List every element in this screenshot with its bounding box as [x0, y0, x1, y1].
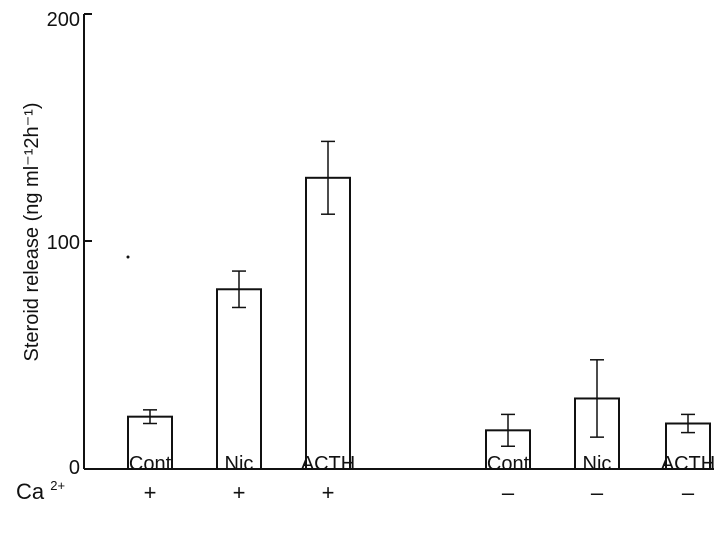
ca-row-label: Ca 2+ — [16, 478, 65, 504]
ca-condition-5: – — [682, 480, 695, 505]
error-bar-acth-5 — [681, 413, 695, 434]
y-tick-label-100: 100 — [47, 232, 80, 254]
x-tick-label-cont-3: Cont — [487, 453, 530, 475]
x-tick-label-nic-4: Nic — [583, 453, 612, 475]
y-tick-label-200: 200 — [47, 9, 80, 31]
x-tick-label-acth-2: ACTH — [301, 453, 355, 475]
bars-group — [127, 176, 711, 471]
bar-nic-1 — [216, 288, 262, 470]
x-tick-label-acth-5: ACTH — [661, 453, 715, 475]
ca-row-label-text: Ca — [16, 479, 45, 504]
bar-cont-0 — [127, 415, 173, 470]
y-tick-label-0: 0 — [69, 457, 80, 479]
y-axis-label: Steroid release (ng ml⁻¹2h⁻¹) — [21, 103, 43, 362]
stray-dot — [126, 255, 130, 259]
ca-row-label-superscript: 2+ — [50, 478, 65, 493]
bar-acth-2 — [305, 176, 351, 471]
ca-condition-2: + — [322, 480, 335, 505]
ca-condition-4: – — [591, 480, 604, 505]
error-bars-group — [143, 140, 695, 447]
error-bar-acth-2 — [321, 140, 335, 215]
x-tick-labels: Cont + Nic + ACTH + Cont – Nic – ACTH – — [129, 453, 715, 505]
error-bar-cont-3 — [501, 413, 515, 447]
ca-condition-1: + — [233, 480, 246, 505]
error-bar-cont-0 — [143, 409, 157, 425]
ca-condition-3: – — [502, 480, 515, 505]
x-tick-label-cont-0: Cont — [129, 453, 172, 475]
error-bar-nic-1 — [232, 270, 246, 309]
y-axis: 200 100 0 Steroid release (ng ml⁻¹2h⁻¹) — [21, 9, 92, 479]
error-bar-nic-4 — [590, 359, 604, 438]
x-tick-label-nic-1: Nic — [225, 453, 254, 475]
ca-condition-0: + — [144, 480, 157, 505]
